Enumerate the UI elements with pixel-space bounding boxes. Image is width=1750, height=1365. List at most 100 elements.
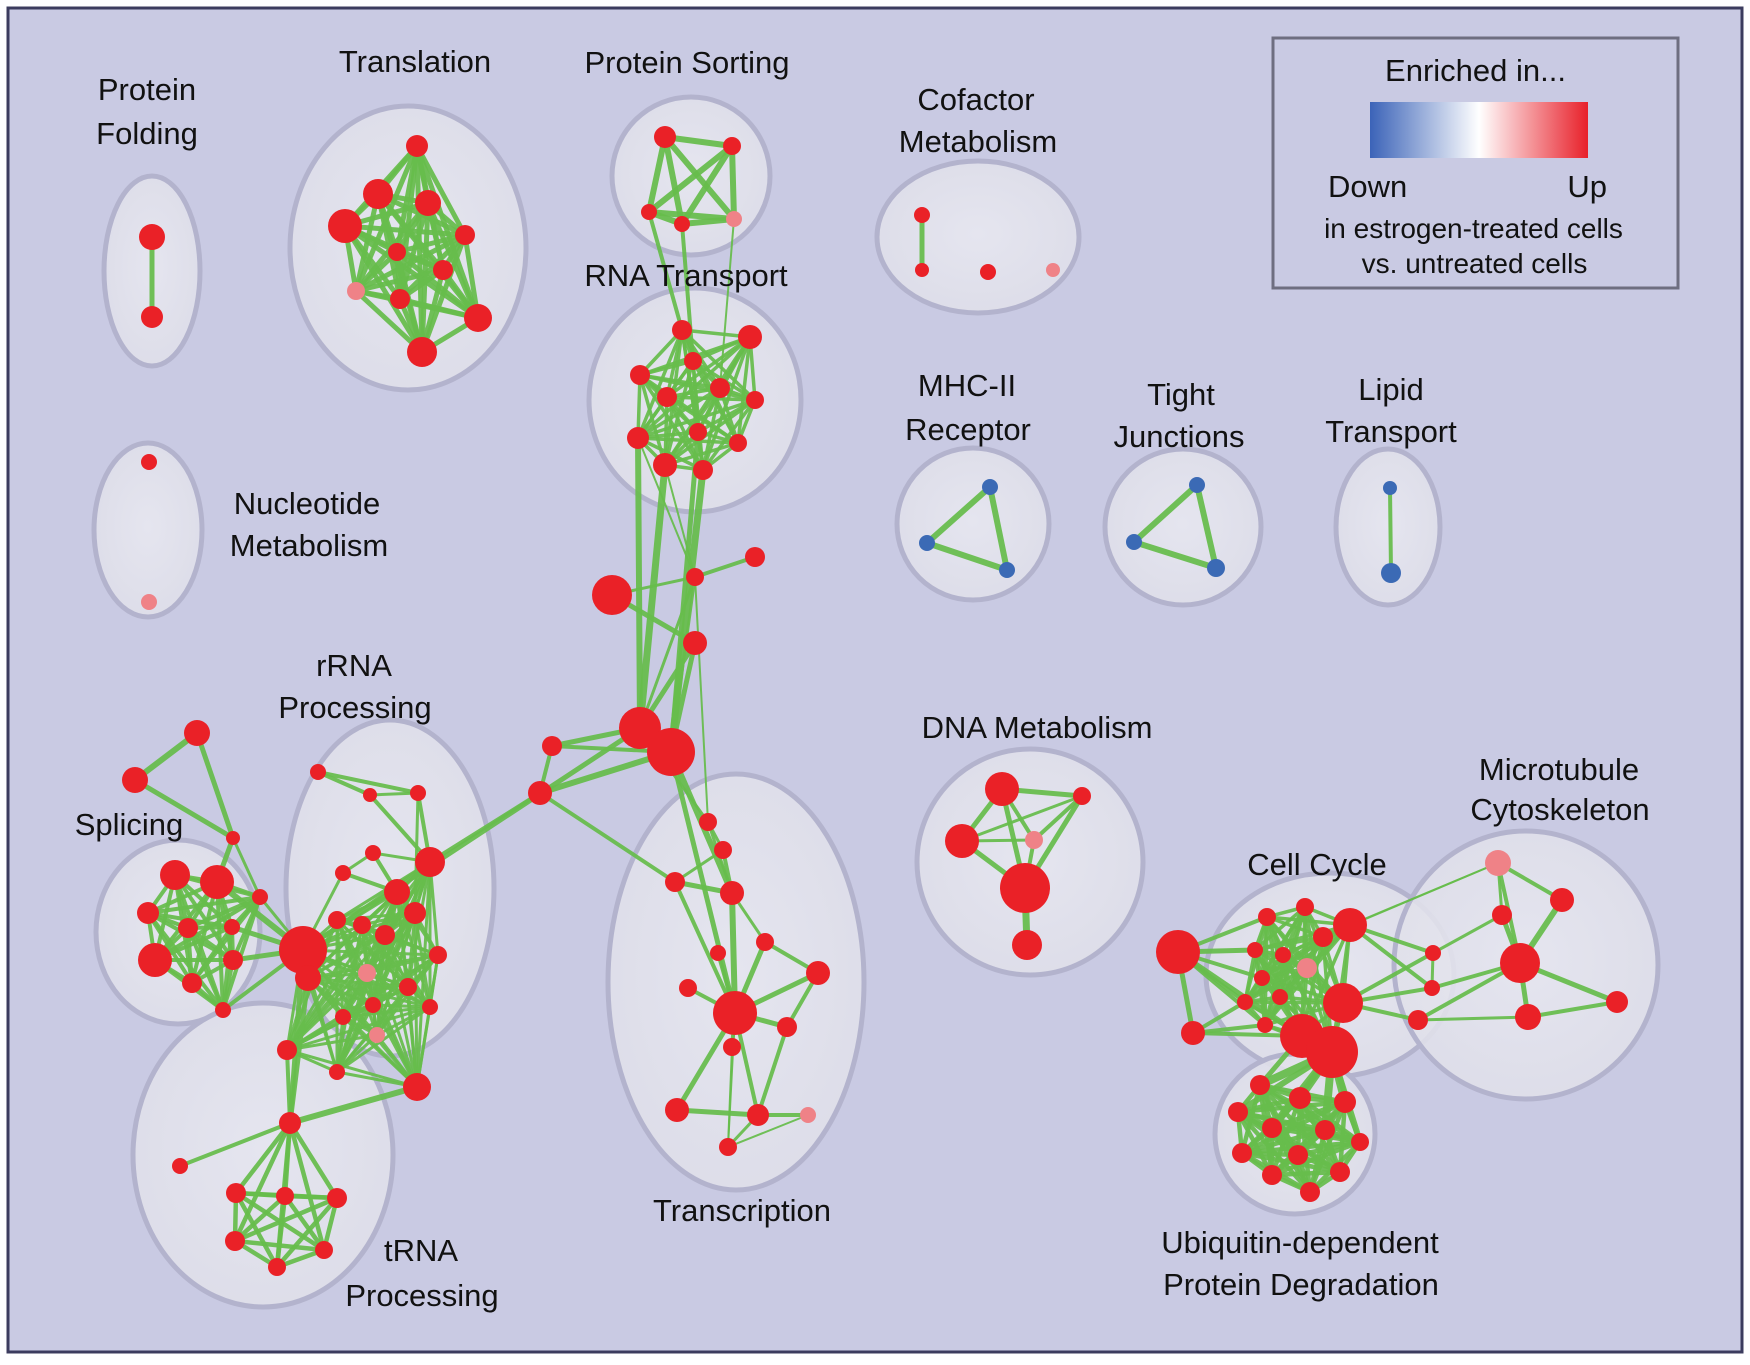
- node-CC11: [1323, 983, 1363, 1023]
- cofactor-metabolism-ellipse: [874, 158, 1082, 316]
- node-HUB1: [279, 926, 327, 974]
- node-RR10: [429, 946, 447, 964]
- node-X5: [756, 933, 774, 951]
- edge-PS3-R1: [647, 210, 684, 332]
- node-CF1: [914, 207, 930, 223]
- legend-subtitle-line2: vs. untreated cells: [1362, 248, 1588, 279]
- edge-PS4-PS5: [679, 216, 737, 227]
- edge-CCo1-CCBa: [1175, 949, 1305, 1039]
- edge-RR14-RR17: [335, 1015, 345, 1074]
- edge-RR16-RR18: [285, 1048, 419, 1089]
- node-S7: [182, 973, 202, 993]
- node-X2: [714, 841, 732, 859]
- edge-MT8-MT9: [1526, 1000, 1619, 1019]
- node-CC1: [1258, 908, 1276, 926]
- edge-PS1-PS2: [662, 134, 735, 149]
- edge-S6-S9: [153, 895, 262, 962]
- legend-box: [1271, 36, 1680, 290]
- edge-S7-S9: [190, 895, 262, 985]
- nucleotide-metabolism-label: Metabolism: [230, 528, 389, 563]
- node-RR4: [328, 911, 346, 929]
- node-RR8: [415, 847, 445, 877]
- node-CCo2: [1181, 1021, 1205, 1045]
- node-RR14: [335, 1009, 351, 1025]
- node-RR2: [365, 845, 381, 861]
- node-R11: [653, 453, 677, 477]
- edge-K3-BIGA: [638, 575, 697, 730]
- node-K2: [592, 575, 632, 615]
- edge-R11-K3: [664, 464, 696, 578]
- node-O1: [184, 720, 210, 746]
- node-CF2: [915, 263, 929, 277]
- node-S6: [138, 943, 172, 977]
- node-X14: [800, 1107, 816, 1123]
- node-R7: [746, 391, 764, 409]
- edge-R9-BIGA: [635, 435, 643, 731]
- node-R9: [627, 427, 649, 449]
- edge-MT6-CC4: [1348, 923, 1434, 990]
- edge-K3-K4: [693, 555, 757, 579]
- node-RR5: [353, 916, 371, 934]
- transcription-label: Transcription: [653, 1193, 831, 1228]
- node-TJ3: [1207, 559, 1225, 577]
- edge-TJ2-TJ3: [1131, 539, 1219, 571]
- node-TH4: [225, 1231, 245, 1251]
- edge-CC7-CC9: [1243, 966, 1309, 1004]
- node-MT9: [1606, 991, 1628, 1013]
- protein-sorting-label: Protein Sorting: [584, 45, 789, 80]
- edge-R2-R6: [665, 335, 752, 399]
- edge-R2-R10: [736, 335, 752, 445]
- edge-R7-R11: [663, 398, 757, 467]
- rrna-processing-label: rRNA: [316, 648, 392, 683]
- translation-label: Translation: [339, 44, 491, 79]
- edge-T7-T8: [353, 267, 446, 294]
- node-MT8: [1515, 1004, 1541, 1030]
- node-U10: [1262, 1165, 1282, 1185]
- node-R2: [738, 325, 762, 349]
- edge-RR16-THUB: [285, 1048, 292, 1125]
- edge-O1-O3: [194, 730, 236, 841]
- node-S5: [224, 919, 240, 935]
- edge-RR13-HUB2: [306, 976, 432, 1009]
- node-MT3: [1492, 905, 1512, 925]
- node-RR15: [369, 1027, 385, 1043]
- edge-X12-X13: [674, 1107, 761, 1118]
- node-U7: [1351, 1133, 1369, 1151]
- node-TH1: [226, 1183, 246, 1203]
- edge-R1-R4: [638, 328, 684, 377]
- node-S9: [252, 889, 268, 905]
- nucleotide-metabolism-ellipse: [91, 440, 205, 620]
- node-PF2: [141, 306, 163, 328]
- edge-RR11-HUB2: [306, 976, 410, 989]
- node-U11: [1330, 1162, 1350, 1182]
- edge-R5-R12: [701, 386, 722, 472]
- legend-up-label: Up: [1567, 169, 1607, 204]
- node-RR18: [403, 1073, 431, 1101]
- edge-RR18-HUB2: [306, 976, 419, 1089]
- node-CC4: [1333, 908, 1367, 942]
- node-TH3: [327, 1188, 347, 1208]
- node-K1: [683, 631, 707, 655]
- node-M3: [999, 562, 1015, 578]
- node-MT1: [1485, 850, 1511, 876]
- node-TJ1: [1189, 477, 1205, 493]
- edge-T4-T11: [342, 223, 425, 355]
- node-U12: [1300, 1182, 1320, 1202]
- node-T3: [415, 190, 441, 216]
- edge-RR12-RR18: [371, 1003, 419, 1089]
- node-RR16: [277, 1040, 297, 1060]
- tight-junctions-label: Junctions: [1114, 419, 1245, 454]
- node-BIGB: [647, 728, 695, 776]
- node-CC6: [1275, 947, 1291, 963]
- edge-MT5-MT3: [1431, 913, 1504, 955]
- edge-R9-R12: [636, 436, 705, 472]
- node-S4: [178, 918, 198, 938]
- node-TH2: [276, 1187, 294, 1205]
- edge-S9-S10: [221, 895, 262, 1012]
- edge-R9-R10: [636, 436, 740, 445]
- node-R5: [710, 378, 730, 398]
- nucleotide-metabolism-label: Nucleotide: [234, 486, 380, 521]
- edge-U10-U11: [1269, 1169, 1343, 1178]
